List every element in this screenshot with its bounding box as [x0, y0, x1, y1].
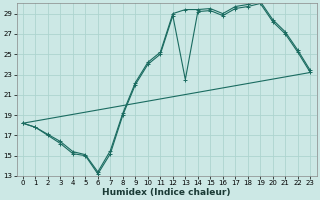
X-axis label: Humidex (Indice chaleur): Humidex (Indice chaleur) — [102, 188, 231, 197]
